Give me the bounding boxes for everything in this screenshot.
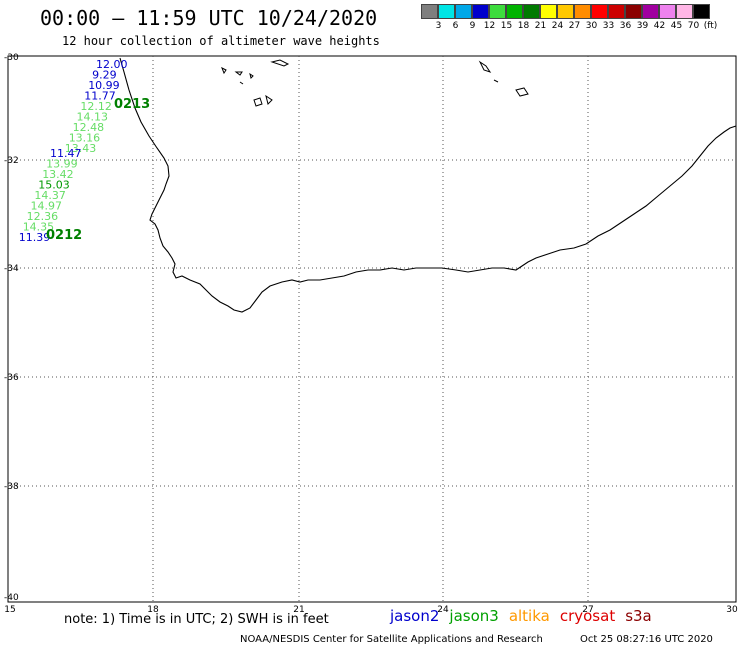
colorbar-swatch [455,4,472,19]
wave-height-reading: 9.29 [92,69,117,82]
colorbar-label: 9 [469,21,476,31]
colorbar-swatch [574,4,591,19]
pass-time-label: 0212 [46,228,82,243]
colorbar-swatch [642,4,659,19]
colorbar-label: 15 [500,21,513,31]
satellite-legend: jason2 jason3 altika cryosat s3a [390,607,662,625]
wave-height-reading: 12.36 [27,210,58,223]
longitude-labels: 15 18 21 24 27 30 [4,605,738,615]
lon-label: 30 [726,605,738,615]
wave-height-reading: 13.43 [65,142,97,155]
colorbar-swatch [472,4,489,19]
colorbar-swatch [421,4,438,19]
map-subtitle: 12 hour collection of altimeter wave hei… [62,34,380,48]
map-frame [7,55,737,603]
latitude-labels: -30 -32 -34 -36 -38 -40 [4,53,19,603]
colorbar-label: 21 [534,21,547,31]
coastline [119,57,737,313]
colorbar-label: 39 [636,21,649,31]
colorbar-swatch [676,4,693,19]
colorbar-label: 42 [653,21,666,31]
wave-height-reading: 10.99 [88,79,120,92]
lat-label: -32 [4,156,19,166]
colorbar-swatch [438,4,455,19]
wave-height-reading: 13.42 [42,168,73,181]
wave-height-reading: 14.97 [31,200,63,213]
colorbar-swatch [540,4,557,19]
generated-timestamp: Oct 25 08:27:16 UTC 2020 [580,634,713,645]
lat-label: -30 [4,53,19,63]
legend-item-altika: altika [508,607,550,625]
colorbar-label: 30 [585,21,598,31]
wave-height-colorbar [421,4,710,21]
colorbar-label: 24 [551,21,564,31]
wave-height-reading: 11.77 [84,90,116,103]
wave-height-reading: 11.47 [50,147,82,160]
legend-item-cryosat: cryosat [559,607,616,625]
wave-height-reading: 14.37 [34,189,66,202]
wave-height-reading: 14.13 [77,111,109,124]
pass-time-label: 0213 [114,97,150,112]
colorbar-label: 3 [435,21,442,31]
colorbar-label: 33 [602,21,615,31]
wave-height-reading: 13.99 [46,158,78,171]
colorbar-swatch [659,4,676,19]
footer-note: note: 1) Time is in UTC; 2) SWH is in fe… [64,612,329,627]
lat-label: -34 [4,264,19,274]
wave-height-reading: 12.00 [96,58,128,71]
wave-height-reading: 12.48 [73,121,105,134]
colorbar-swatch [608,4,625,19]
lon-label: 18 [147,605,159,615]
offshore-islands [221,59,529,107]
colorbar-label: 18 [517,21,530,31]
altimeter-tracks: 12.009.2910.9911.7712.1214.1312.4813.161… [19,58,150,244]
colorbar-swatch [506,4,523,19]
colorbar-label: (ft) [703,21,718,31]
wave-height-reading: 15.03 [38,179,70,192]
colorbar-label: 6 [452,21,459,31]
lat-label: -38 [4,482,19,492]
lon-label: 21 [293,605,304,615]
credit-text: NOAA/NESDIS Center for Satellite Applica… [240,634,543,645]
colorbar-swatch [557,4,574,19]
map-title: 00:00 – 11:59 UTC 10/24/2020 [40,6,378,30]
colorbar-label: 27 [568,21,581,31]
legend-item-s3a: s3a [625,607,652,625]
colorbar-label: 70 [687,21,700,31]
wave-height-reading: 12.12 [80,100,112,113]
lon-label: 15 [4,605,15,615]
colorbar-label: 12 [483,21,496,31]
colorbar-swatch [591,4,608,19]
lon-label: 24 [437,605,449,615]
wave-height-reading: 13.16 [69,132,101,145]
lat-label: -40 [4,593,19,603]
legend-item-jason2: jason2 [390,607,440,625]
colorbar-swatch [523,4,540,19]
colorbar-swatch [489,4,506,19]
wave-height-reading: 11.39 [19,231,51,244]
colorbar-label: 36 [619,21,632,31]
wave-height-reading: 14.35 [23,221,55,234]
colorbar-swatch [693,4,710,19]
legend-item-jason3: jason3 [449,607,499,625]
lon-label: 27 [582,605,593,615]
lat-label: -36 [4,373,19,383]
colorbar-swatch [625,4,642,19]
graticule [8,56,736,602]
colorbar-label: 45 [670,21,683,31]
